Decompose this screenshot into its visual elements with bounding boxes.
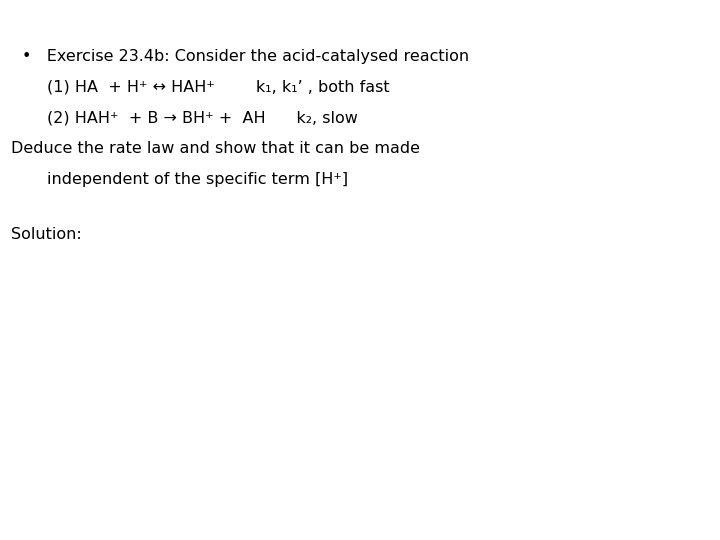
Text: Solution:: Solution:	[11, 227, 81, 242]
Text: independent of the specific term [H⁺]: independent of the specific term [H⁺]	[47, 172, 348, 187]
Text: (1) HA  + H⁺ ↔ HAH⁺        k₁, k₁’ , both fast: (1) HA + H⁺ ↔ HAH⁺ k₁, k₁’ , both fast	[47, 80, 390, 95]
Text: •   Exercise 23.4b: Consider the acid-catalysed reaction: • Exercise 23.4b: Consider the acid-cata…	[22, 49, 469, 64]
Text: (2) HAH⁺  + B → BH⁺ +  AH      k₂, slow: (2) HAH⁺ + B → BH⁺ + AH k₂, slow	[47, 110, 358, 125]
Text: Deduce the rate law and show that it can be made: Deduce the rate law and show that it can…	[11, 141, 420, 156]
